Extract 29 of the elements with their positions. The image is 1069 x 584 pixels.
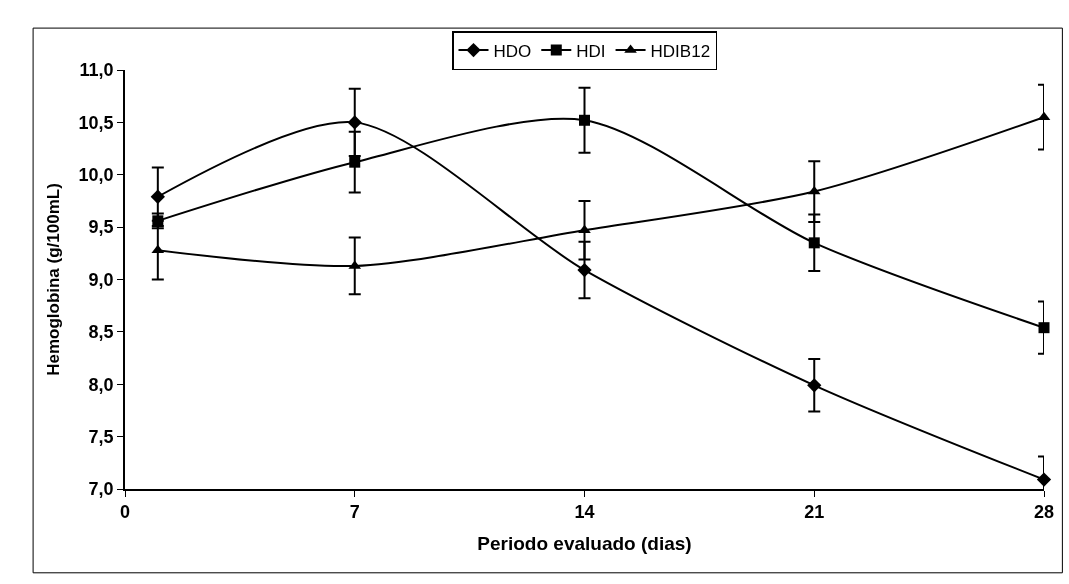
legend-label: HDI — [576, 41, 606, 61]
x-tick-label: 0 — [119, 502, 131, 523]
y-tick-label: 10,5 — [78, 112, 114, 133]
point — [349, 156, 361, 168]
point — [150, 189, 165, 204]
y-tick-label: 9,5 — [88, 217, 114, 238]
point — [1036, 472, 1052, 487]
point — [347, 115, 362, 130]
point — [579, 114, 590, 126]
y-axis-title: Hemoglobina (g/100mL) — [43, 183, 63, 376]
point — [808, 237, 820, 249]
point — [807, 378, 822, 393]
legend-label: HDIB12 — [650, 41, 711, 61]
y-tick-label: 9,0 — [88, 269, 114, 290]
point — [577, 262, 592, 278]
y-tick-label: 8,5 — [88, 322, 114, 343]
x-axis-title: Periodo evaluado (dias) — [477, 532, 692, 554]
y-tick-label: 10,0 — [78, 165, 114, 186]
x-tick-label: 28 — [1033, 502, 1055, 523]
y-tick-label: 7,5 — [88, 426, 114, 447]
y-tick-label: 8,0 — [88, 374, 114, 395]
legend-label: HDO — [493, 41, 532, 61]
y-tick-label: 7,0 — [88, 479, 114, 500]
point — [578, 224, 591, 234]
x-tick-label: 21 — [804, 502, 825, 523]
x-tick-label: 7 — [349, 502, 360, 523]
x-tick-label: 14 — [574, 502, 595, 523]
point — [1038, 322, 1050, 334]
y-tick-label: 11,0 — [79, 60, 114, 81]
